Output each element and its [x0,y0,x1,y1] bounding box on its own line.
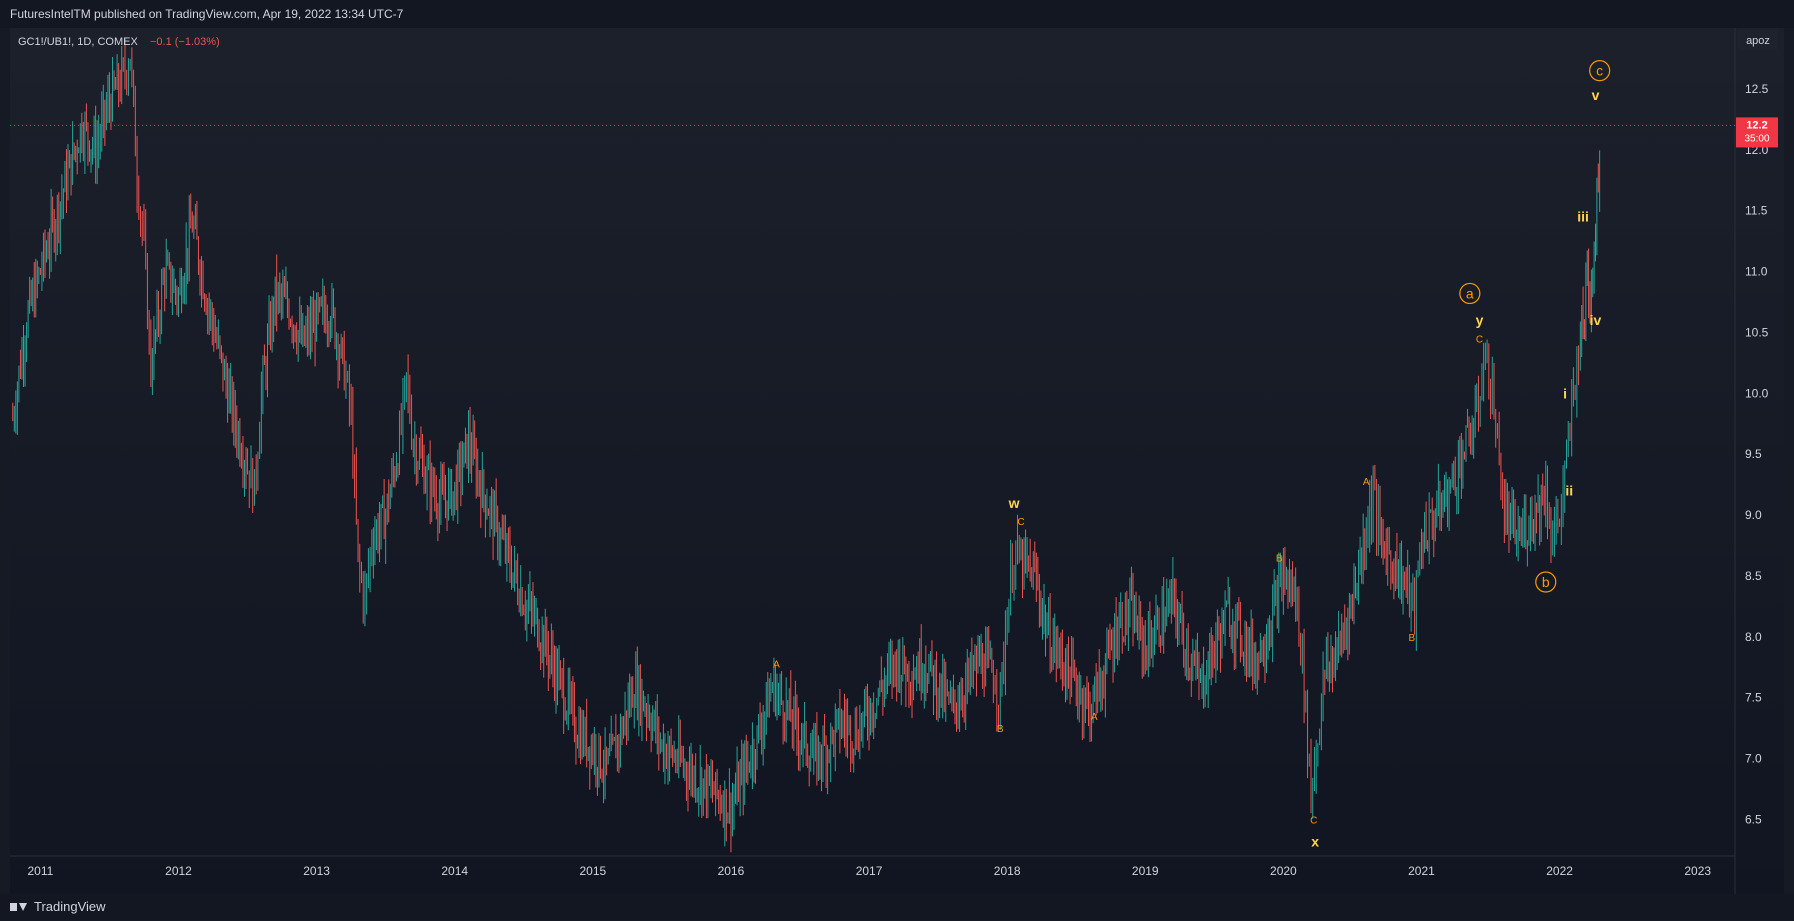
wave-circle [1459,282,1481,305]
tradingview-logo-icon [10,902,28,912]
wave-label: C [1017,517,1024,528]
wave-label: A [1091,712,1098,723]
x-axis: 2011 2012 2013 2014 2015 2016 2017 2018 2019 2020… [27,864,1711,878]
x-tick-label: 2011 [27,864,53,878]
y-tick-label: 7.0 [1745,752,1762,766]
scale-button[interactable]: apoz [1746,35,1770,47]
x-tick-label: 2015 [579,864,606,878]
y-tick-label: 9.0 [1745,508,1762,522]
x-tick-label: 2022 [1546,864,1573,878]
wave-label: y [1476,312,1484,328]
chart-background [10,28,1784,894]
wave-label: B [1276,554,1283,565]
x-tick-label: 2019 [1132,864,1159,878]
x-tick-label: 2020 [1270,864,1297,878]
wave-label: A [773,660,780,671]
y-tick-label: 12.5 [1745,82,1769,96]
y-tick-label: 6.5 [1745,812,1762,826]
x-tick-label: 2012 [165,864,192,878]
wave-label: C [1310,815,1317,826]
y-tick-label: 10.0 [1745,386,1769,400]
wave-label: w [1008,495,1020,511]
x-tick-label: 2018 [994,864,1021,878]
price-bars [12,38,1601,853]
publish-header: FuturesIntelTM published on TradingView.… [0,0,1794,28]
wave-circle [1589,60,1611,82]
publish-line: FuturesIntelTM published on TradingView.… [10,7,404,21]
wave-label: a [1466,285,1474,301]
y-tick-label: 8.5 [1745,569,1762,583]
wave-label: iii [1577,209,1589,225]
wave-label: b [1542,574,1550,590]
x-tick-label: 2014 [441,864,468,878]
legend-symbol: GC1!/UB1!, 1D, COMEX [18,36,138,48]
wave-label: B [1408,633,1415,644]
brand[interactable]: TradingView [10,894,106,920]
x-tick-label: 2017 [856,864,883,878]
scale-button-box[interactable] [1738,30,1778,50]
wave-label: i [1563,385,1567,401]
wave-label: x [1311,833,1319,849]
wave-label: iv [1590,312,1602,328]
wave-circle [1535,571,1557,593]
brand-name: TradingView [34,899,106,914]
wave-label: c [1596,63,1603,79]
x-tick-label: 2021 [1408,864,1435,878]
y-tick-label: 11.5 [1745,204,1768,218]
wave-label: C [1476,335,1483,346]
y-tick-label: 10.5 [1745,325,1769,339]
wave-label: B [997,724,1004,735]
footer: TradingView [0,894,1794,920]
x-tick-label: 2023 [1684,864,1711,878]
x-tick-label: 2016 [718,864,745,878]
last-price-value: 12.2 [1746,119,1767,131]
wave-label: v [1592,87,1600,103]
wave-label: A [1363,477,1370,488]
x-tick-label: 2013 [303,864,330,878]
legend-change: −0.1 (−1.03%) [150,36,220,48]
y-tick-label: 7.5 [1745,691,1762,705]
y-tick-label: 8.0 [1745,630,1762,644]
y-tick-label: 11.0 [1745,265,1768,279]
last-price-tag [1736,117,1778,148]
y-tick-label: 9.5 [1745,447,1762,461]
wave-label: ii [1565,483,1573,499]
last-price-countdown: 35:00 [1744,133,1769,144]
